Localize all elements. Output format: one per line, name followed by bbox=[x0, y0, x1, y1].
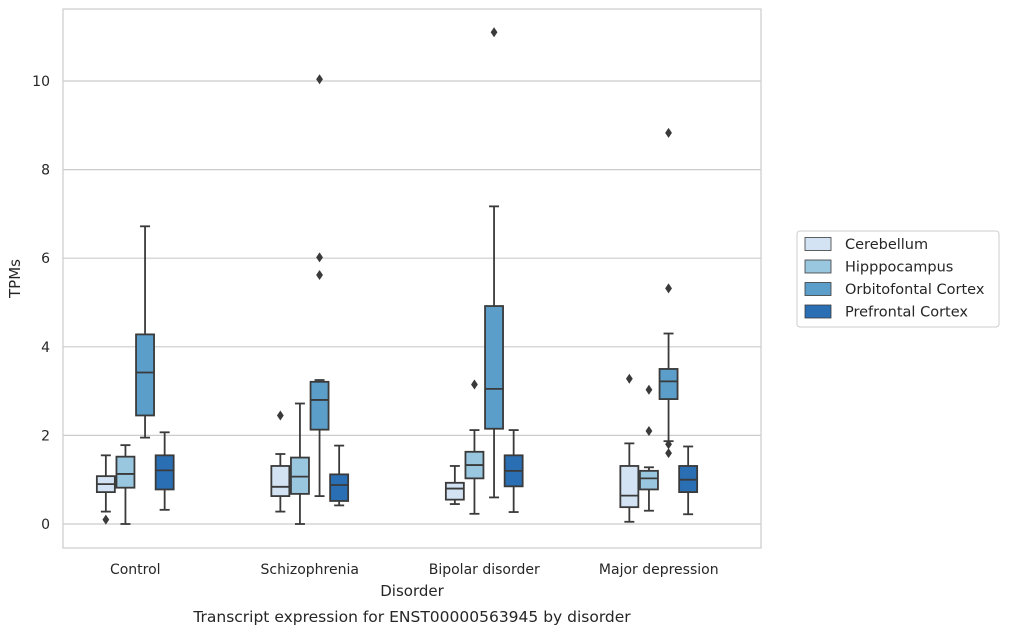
x-tick-label: Control bbox=[110, 562, 161, 578]
y-tick-label: 2 bbox=[41, 428, 50, 444]
box-0-2 bbox=[444, 465, 465, 505]
box-3-2 bbox=[503, 429, 524, 513]
box-2-3 bbox=[658, 127, 679, 459]
legend-swatch bbox=[804, 282, 832, 296]
y-tick-label: 6 bbox=[41, 251, 50, 267]
chart-caption: Transcript expression for ENST0000056394… bbox=[192, 608, 631, 626]
outlier-point bbox=[102, 514, 110, 525]
legend: Cerebellum Hipppocampus Orbitofontal Corte… bbox=[796, 230, 1000, 328]
y-axis-label: TPMs bbox=[6, 259, 24, 299]
outlier-point bbox=[625, 373, 633, 384]
box-1-1 bbox=[290, 402, 310, 525]
box-body bbox=[270, 465, 291, 497]
x-tick-label: Bipolar disorder bbox=[429, 562, 540, 578]
legend-swatch bbox=[804, 304, 832, 319]
box-1-3 bbox=[639, 384, 659, 512]
legend-swatch bbox=[804, 259, 832, 274]
outlier-point bbox=[471, 379, 478, 390]
box-1-0 bbox=[115, 444, 136, 525]
y-tick-labels: 0 2 4 6 8 10 bbox=[32, 74, 50, 533]
outlier-point bbox=[665, 439, 672, 450]
legend-swatch bbox=[804, 237, 832, 251]
box-2-2 bbox=[484, 27, 504, 499]
outlier-point bbox=[665, 448, 672, 459]
legend-label: Hipppocampus bbox=[845, 260, 953, 276]
y-tick-label: 8 bbox=[41, 163, 50, 179]
plot-area bbox=[62, 8, 762, 549]
outlier-point bbox=[316, 74, 323, 85]
box-body bbox=[619, 465, 640, 509]
box-2-0 bbox=[135, 225, 155, 439]
outlier-point bbox=[276, 410, 284, 421]
legend-frame bbox=[796, 230, 1000, 328]
legend-label: Orbitofontal Cortex bbox=[845, 282, 985, 298]
legend-label: Cerebellum bbox=[845, 237, 928, 253]
y-tick-label: 0 bbox=[41, 517, 50, 533]
gridlines bbox=[63, 80, 761, 525]
box-0-3 bbox=[619, 373, 640, 523]
boxes bbox=[95, 27, 699, 525]
box-body bbox=[484, 305, 504, 430]
x-tick-labels: Control Schizophrenia Bipolar disorder Majo… bbox=[110, 562, 719, 578]
box-body bbox=[658, 368, 679, 400]
y-tick-label: 4 bbox=[41, 340, 50, 356]
outlier-point bbox=[316, 252, 323, 263]
box-0-1 bbox=[270, 410, 291, 513]
box-body bbox=[115, 455, 136, 489]
legend-label: Prefrontal Cortex bbox=[845, 305, 968, 321]
box-body bbox=[309, 380, 330, 431]
box-3-0 bbox=[154, 431, 175, 511]
outlier-point bbox=[665, 127, 672, 138]
y-tick-label: 10 bbox=[32, 74, 50, 90]
x-tick-label: Schizophrenia bbox=[261, 562, 359, 578]
box-1-2 bbox=[464, 379, 485, 515]
x-tick-label: Major depression bbox=[599, 562, 719, 578]
outlier-point bbox=[645, 425, 653, 436]
box-body bbox=[135, 333, 155, 417]
box-body bbox=[329, 473, 350, 502]
x-axis-label: Disorder bbox=[380, 582, 444, 600]
outlier-point bbox=[665, 283, 672, 294]
box-3-3 bbox=[678, 445, 699, 516]
outlier-point bbox=[645, 384, 653, 395]
box-3-1 bbox=[329, 444, 350, 507]
box-body bbox=[444, 481, 465, 501]
box-2-1 bbox=[309, 74, 330, 497]
box-body bbox=[639, 469, 659, 491]
box-body bbox=[154, 454, 175, 491]
box-0-0 bbox=[95, 454, 116, 525]
outlier-point bbox=[490, 27, 498, 38]
outlier-point bbox=[316, 270, 323, 281]
